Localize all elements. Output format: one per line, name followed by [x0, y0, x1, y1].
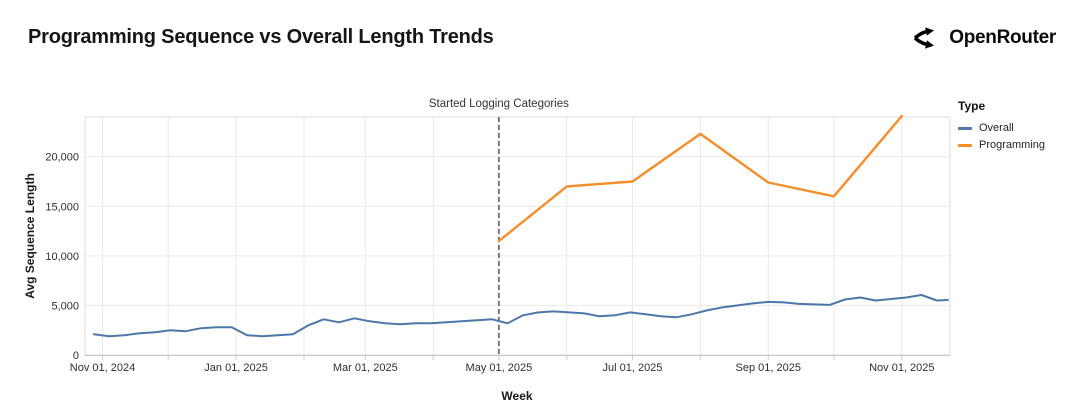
x-tick-label: Jan 01, 2025: [204, 362, 268, 374]
y-tick-label: 0: [73, 350, 79, 362]
y-axis-title: Avg Sequence Length: [23, 173, 37, 299]
plot-border: [84, 116, 951, 356]
legend-items: Overall Programming: [958, 122, 1076, 151]
x-axis-tick-labels: Nov 01, 2024 Jan 01, 2025 Mar 01, 2025 May …: [70, 362, 935, 374]
y-tick-label: 10,000: [45, 251, 79, 263]
y-axis-tick-labels: 0 5,000 10,000 15,000 20,000: [45, 152, 79, 362]
y-tick-label: 20,000: [45, 152, 79, 164]
legend-title: Type: [958, 99, 986, 113]
chart-legend: Type Overall Programming: [958, 99, 1076, 156]
programming-series-line: [497, 114, 903, 243]
y-tick-label: 15,000: [45, 201, 79, 213]
annotation-label: Started Logging Categories: [429, 98, 569, 110]
openrouter-brand: OpenRouter: [911, 26, 1056, 50]
legend-item-overall: Overall: [958, 122, 1076, 134]
x-tick-label: Sep 01, 2025: [736, 362, 801, 374]
y-tick-label: 5,000: [51, 300, 79, 312]
x-gridlines: [102, 117, 903, 360]
y-gridlines: [85, 156, 950, 306]
openrouter-logo-icon: [911, 26, 940, 50]
header: Programming Sequence vs Overall Length T…: [0, 0, 1080, 70]
page-title: Programming Sequence vs Overall Length T…: [28, 26, 494, 48]
x-tick-label: May 01, 2025: [466, 362, 533, 374]
x-tick-label: Jul 01, 2025: [602, 362, 662, 374]
legend-item-programming: Programming: [958, 139, 1076, 151]
x-tick-label: Nov 01, 2024: [70, 362, 135, 374]
x-axis-title: Week: [501, 389, 532, 403]
legend-swatch: [958, 143, 972, 147]
x-tick-label: Nov 01, 2025: [869, 362, 934, 374]
legend-label: Overall: [979, 122, 1014, 134]
x-tick-label: Mar 01, 2025: [333, 362, 398, 374]
openrouter-brand-name: OpenRouter: [949, 27, 1056, 48]
overall-series-line: [92, 294, 949, 338]
legend-swatch: [958, 126, 972, 130]
legend-label: Programming: [979, 139, 1046, 151]
